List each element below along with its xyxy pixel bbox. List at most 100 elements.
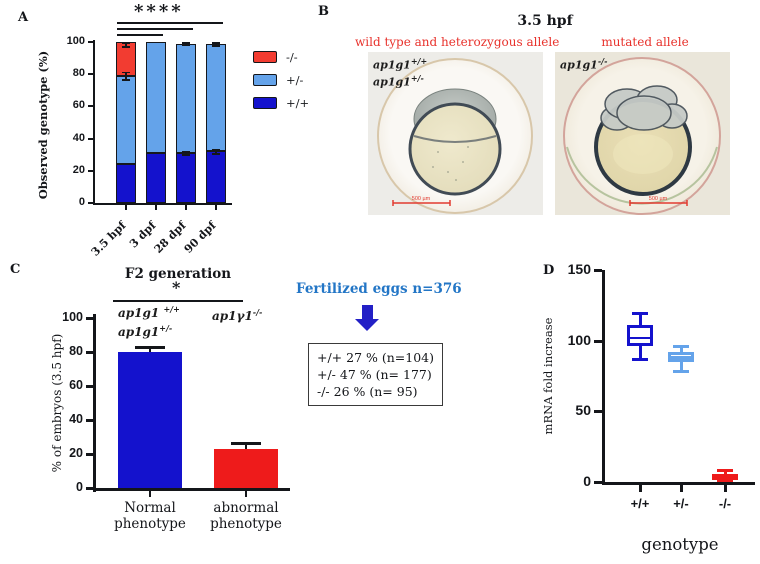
d-y-axis — [602, 270, 605, 485]
d-x-label: +/+ — [630, 496, 650, 511]
a-error-cap — [122, 79, 130, 81]
d-y-tick-label: 100 — [567, 331, 591, 348]
scale-bar — [392, 200, 451, 206]
a-bar-segment — [206, 43, 226, 152]
panel-b-label: B — [318, 4, 329, 19]
fertilized-eggs-title: Fertilized eggs n=376 — [296, 281, 462, 297]
c-sig-label: * — [172, 278, 181, 297]
panel-a: A 0 20 40 60 80 100 3.5 hpf 3 dpf 28 dpf 90 dpf **… — [0, 0, 345, 259]
d-x-axis — [602, 482, 755, 485]
c-x-label: Normal phenotype — [114, 500, 186, 532]
a-x-tick — [125, 205, 127, 210]
a-error-cap — [212, 42, 220, 44]
a-y-tick-label: 60 — [72, 99, 85, 112]
panel-c: C F2 generation 0 20 40 60 80 100 Normal pheno… — [0, 255, 320, 564]
genotype-label-wildtype: ap1g1+/+ ap1g1+/- — [373, 56, 428, 89]
a-bar-segment — [146, 42, 166, 154]
mutant-header: mutated allele — [601, 35, 689, 49]
d-y-tick — [594, 269, 602, 272]
d-median — [671, 356, 691, 359]
a-x-tick — [185, 205, 187, 210]
stats-line-mutant: -/- 26 % (n= 95) — [317, 384, 418, 399]
scale-bar — [629, 200, 688, 206]
micrograph-wildtype: 500 µm ap1g1+/+ ap1g1+/- — [368, 52, 543, 215]
embryo-image-mutant: 500 µm — [555, 52, 730, 215]
arrow-stem — [362, 305, 373, 319]
a-y-tick-label: 100 — [66, 35, 85, 47]
c-x-axis — [93, 488, 290, 491]
d-x-tick — [679, 485, 683, 492]
c-bar — [118, 352, 182, 488]
panel-a-label: A — [18, 10, 29, 25]
d-y-tick-label: 0 — [583, 473, 591, 489]
c-y-tick — [86, 453, 93, 456]
a-y-tick-label: 40 — [72, 131, 85, 144]
panel-d-x-axis-title: genotype — [641, 535, 719, 554]
a-error-cap — [182, 151, 190, 153]
a-y-tick — [88, 202, 93, 204]
c-error-cap — [135, 346, 165, 350]
a-x-tick — [155, 205, 157, 210]
legend-swatch-wildtype — [253, 97, 277, 109]
d-x-label: -/- — [718, 496, 732, 511]
d-median — [630, 336, 650, 340]
bar-chart: 0 20 40 60 80 100 Normal phenotype abnormal phe… — [0, 255, 320, 564]
d-whisker-upper — [679, 346, 683, 352]
yolk-speckles — [432, 146, 469, 181]
down-arrow-icon — [355, 305, 380, 332]
c-y-tick-label: 40 — [69, 412, 83, 426]
micrograph-mutant: 500 µm ap1g1-/- — [555, 52, 730, 215]
panel-d: D 0 50 100 150 +/+ +/- -/- mRNA fold increase … — [520, 255, 760, 564]
legend-item: +/+ — [253, 96, 309, 110]
d-whisker-cap — [673, 370, 689, 374]
a-error-cap — [122, 46, 130, 48]
c-y-tick-label: 80 — [69, 344, 83, 358]
a-y-tick — [88, 137, 93, 140]
c-error-cap — [231, 442, 261, 446]
panel-b-title: 3.5 hpf — [517, 13, 573, 29]
stats-line-wildtype: +/+ 27 % (n=104) — [317, 350, 434, 365]
d-box — [627, 325, 653, 347]
a-y-tick — [88, 105, 93, 108]
c-error-bar — [244, 443, 248, 449]
a-bar-segment — [116, 75, 136, 165]
d-y-tick — [594, 410, 602, 414]
c-y-tick-label: 0 — [76, 480, 83, 494]
panel-d-y-axis-title: mRNA fold increase — [541, 317, 555, 435]
d-y-tick — [594, 481, 602, 484]
a-bar-segment — [206, 151, 226, 203]
wildtype-header: wild type and heterozygous allele — [355, 35, 560, 49]
a-y-tick-label: 0 — [78, 196, 85, 208]
a-y-axis — [93, 40, 95, 205]
a-error-cap — [212, 149, 220, 151]
d-y-tick — [594, 339, 602, 343]
a-x-tick — [215, 205, 217, 210]
a-sig-label: **** — [134, 1, 184, 22]
a-error-bar — [185, 151, 187, 156]
a-y-tick — [88, 73, 93, 76]
bar1-genotype-annotation: ap1g1 +/+ ap1g1+/- — [118, 304, 180, 339]
blastoderm-margin — [413, 135, 497, 143]
c-y-tick — [86, 317, 93, 320]
d-x-tick — [638, 485, 642, 492]
panel-a-y-axis-title: Observed genotype (%) — [36, 50, 50, 200]
c-x-label: abnormal phenotype — [210, 500, 282, 532]
legend-label: +/+ — [286, 96, 310, 110]
box-plot: 0 50 100 150 +/+ +/- -/- — [520, 255, 760, 564]
c-y-axis — [93, 314, 96, 492]
c-x-tick — [245, 491, 247, 497]
d-x-label: +/- — [673, 496, 689, 511]
panel-c-label: C — [10, 262, 21, 277]
stats-line-het: +/- 47 % (n= 177) — [317, 367, 432, 382]
a-error-bar — [125, 71, 127, 80]
a-y-tick — [88, 41, 93, 43]
yolk — [408, 102, 502, 196]
a-error-cap — [182, 154, 190, 156]
a-y-tick-label: 20 — [72, 163, 85, 176]
panel-c-title: F2 generation — [124, 266, 232, 282]
d-whisker-cap — [717, 469, 733, 473]
c-y-tick — [86, 351, 93, 354]
stacked-bar-chart: 0 20 40 60 80 100 3.5 hpf 3 dpf 28 dpf 90 dpf **** — [0, 0, 250, 259]
genotype-stats-box: +/+ 27 % (n=104) +/- 47 % (n= 177) -/- 2… — [308, 343, 443, 406]
arrow-head — [355, 319, 379, 331]
